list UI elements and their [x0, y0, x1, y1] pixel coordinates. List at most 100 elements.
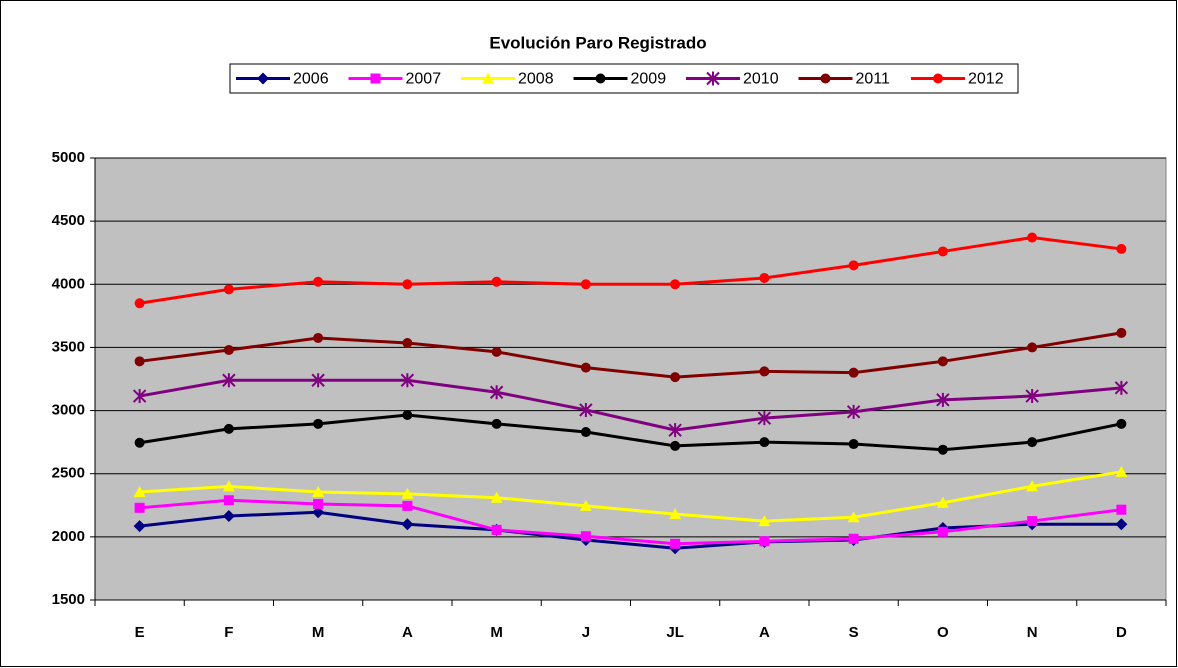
legend-label: 2009 — [631, 71, 667, 88]
marker — [134, 356, 145, 367]
x-tick-label: M — [312, 624, 325, 641]
marker — [132, 389, 147, 404]
marker — [669, 508, 682, 520]
marker — [134, 437, 145, 448]
marker — [1027, 232, 1038, 243]
series-line — [139, 413, 1122, 452]
marker — [759, 437, 770, 448]
marker — [491, 418, 502, 429]
legend-label: 2008 — [518, 71, 554, 88]
marker — [223, 284, 234, 295]
y-tick-label: 1500 — [52, 591, 85, 608]
marker — [1027, 342, 1038, 353]
legend-label: 2007 — [406, 71, 442, 88]
x-tick-label: E — [135, 624, 145, 641]
marker — [1116, 243, 1127, 254]
y-tick-label: 4000 — [52, 275, 85, 292]
marker — [133, 520, 146, 533]
marker — [134, 502, 145, 513]
marker — [312, 486, 325, 498]
marker — [1116, 504, 1127, 515]
marker — [222, 480, 235, 492]
marker — [848, 260, 859, 271]
legend-label: 2010 — [743, 71, 779, 88]
marker — [400, 373, 415, 388]
y-tick-label: 4500 — [52, 212, 85, 229]
marker — [313, 276, 324, 287]
marker — [370, 73, 381, 84]
marker — [1114, 380, 1129, 395]
marker — [491, 524, 502, 535]
marker — [937, 246, 948, 257]
marker — [402, 500, 413, 511]
marker — [222, 373, 236, 388]
marker — [311, 373, 325, 388]
marker — [670, 440, 681, 451]
marker — [223, 423, 234, 434]
marker — [1115, 465, 1128, 477]
x-tick-label: A — [759, 624, 770, 641]
marker — [579, 499, 592, 511]
marker — [257, 72, 269, 85]
marker — [580, 279, 591, 290]
series-line — [139, 236, 1122, 305]
marker — [313, 499, 324, 510]
series-line — [139, 498, 1122, 546]
marker — [402, 279, 413, 290]
marker — [134, 298, 145, 309]
series-line — [139, 378, 1122, 432]
marker — [489, 385, 504, 400]
marker — [848, 533, 859, 544]
y-tick-label: 2500 — [52, 465, 85, 482]
x-tick-label: M — [490, 624, 503, 641]
marker — [1025, 389, 1039, 404]
legend-label: 2012 — [968, 71, 1004, 88]
x-tick-label: N — [1027, 624, 1038, 641]
marker — [758, 515, 771, 527]
marker — [401, 487, 414, 499]
marker — [847, 511, 860, 523]
marker — [313, 332, 324, 343]
marker — [668, 423, 682, 438]
marker — [820, 73, 831, 84]
marker — [490, 491, 503, 503]
marker — [846, 404, 861, 419]
marker — [595, 73, 606, 84]
y-tick-label: 3500 — [52, 338, 85, 355]
marker — [580, 362, 591, 373]
marker — [491, 346, 502, 357]
legend-label: 2006 — [293, 71, 329, 88]
y-tick-label: 3000 — [52, 402, 85, 419]
marker — [1115, 518, 1128, 531]
marker — [759, 272, 770, 283]
marker — [482, 72, 494, 84]
x-tick-label: O — [937, 624, 949, 641]
x-tick-label: D — [1116, 624, 1127, 641]
marker — [933, 73, 943, 84]
marker — [1116, 418, 1127, 429]
marker — [759, 536, 770, 547]
marker — [670, 279, 681, 290]
marker — [757, 411, 772, 426]
x-tick-label: F — [224, 624, 233, 641]
marker — [937, 526, 948, 537]
x-tick-label: A — [402, 624, 413, 641]
y-tick-label: 2000 — [52, 528, 85, 545]
marker — [312, 506, 325, 519]
x-tick-label: JL — [666, 624, 684, 641]
marker — [223, 495, 234, 506]
marker — [936, 392, 950, 407]
marker — [222, 510, 235, 523]
marker — [133, 486, 146, 498]
legend-label: 2011 — [856, 71, 891, 88]
marker — [580, 427, 591, 438]
marker — [402, 338, 413, 349]
marker — [759, 366, 770, 377]
series-line — [139, 510, 1122, 550]
marker — [936, 496, 949, 508]
marker — [1027, 437, 1038, 448]
marker — [223, 344, 234, 355]
x-tick-label: J — [582, 624, 590, 641]
marker — [706, 71, 720, 86]
